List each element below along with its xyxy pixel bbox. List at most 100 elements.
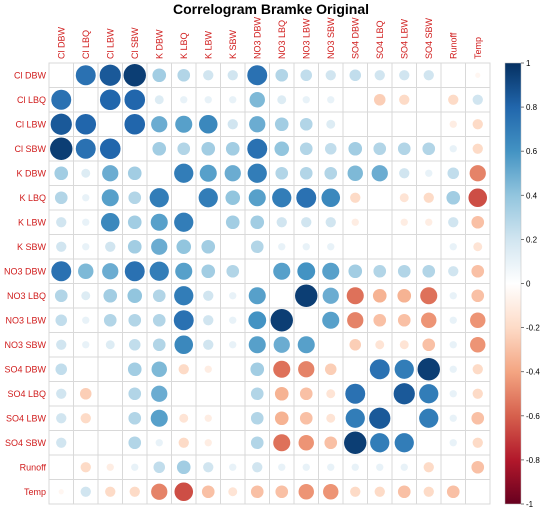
correlation-circle [249,116,266,133]
correlation-circle [301,217,312,228]
correlation-circle [272,188,292,208]
colorbar-tick-label: -1 [526,500,534,509]
correlation-circle [103,313,117,327]
correlation-circle [58,489,64,495]
correlation-circle [175,262,193,280]
correlation-circle [105,340,115,350]
correlation-circle [322,311,340,329]
correlation-circle [102,165,119,182]
correlation-circle [345,383,366,404]
correlation-circle [149,261,169,281]
correlation-circle [473,242,483,252]
colorbar-tick-label: -0.4 [526,368,540,377]
column-label: Cl LBW [105,28,115,59]
correlation-circle [198,188,218,208]
correlation-circle [422,264,436,278]
correlation-circle [449,120,457,128]
correlation-circle [51,89,72,110]
correlation-circle [99,64,121,86]
row-label: Cl LBQ [17,95,46,105]
correlation-circle [300,69,313,82]
correlation-circle [400,218,408,226]
correlation-circle [472,437,483,448]
correlation-circle [296,187,317,208]
correlation-circle [128,338,141,351]
correlation-circle [248,287,266,305]
correlation-circle [180,96,188,104]
column-label: Runoff [448,32,458,59]
correlation-circle [472,364,483,375]
correlation-circle [324,142,337,155]
correlation-circle [449,365,457,373]
correlation-circle [322,287,339,304]
correlation-circle [399,193,409,203]
correlation-circle [471,289,485,303]
correlation-circle [80,413,91,424]
correlation-circle [448,94,459,105]
correlation-circle [51,261,72,282]
colorbar-tick-label: 0.6 [526,147,538,156]
correlation-circle [302,463,310,471]
correlation-circle [201,485,215,499]
correlation-circle [348,141,363,156]
correlation-circle [56,339,67,350]
correlation-circle [275,166,289,180]
correlation-circle [326,119,336,129]
correlation-circle [417,358,440,381]
row-label: NO3 SBW [4,340,46,350]
correlation-circle [227,119,238,130]
colorbar-tick-label: -0.6 [526,412,540,421]
column-label: NO3 LBW [301,18,311,59]
colorbar-tick-label: 0 [526,280,531,289]
correlation-circle [50,137,73,160]
column-label: SO4 SBW [424,17,434,59]
correlation-circle [150,409,168,427]
correlation-circle [449,292,457,300]
correlation-circle [250,436,264,450]
correlation-circle [252,462,263,473]
correlation-circle [248,189,266,207]
row-label: SO4 SBW [5,438,47,448]
correlation-circle [224,165,241,182]
correlation-circle [275,485,289,499]
correlation-circle [177,68,191,82]
correlation-circle [297,336,315,354]
correlation-circle [324,166,338,180]
correlation-circle [174,286,194,306]
correlation-circle [204,96,212,104]
column-label: SO4 LBQ [375,20,385,59]
correlation-circle [149,188,169,208]
correlation-circle [178,364,189,375]
correlation-circle [201,141,216,156]
correlation-circle [203,462,214,473]
correlation-circle [449,316,457,324]
correlation-circle [229,292,237,300]
correlation-circle [152,313,166,327]
correlation-circle [327,463,335,471]
correlation-circle [50,113,72,135]
correlation-circle [154,95,164,105]
correlation-circle [448,217,459,228]
correlation-circle [274,386,289,401]
correlation-circle [373,313,387,327]
correlation-circle [350,192,361,203]
correlation-circle [448,266,459,277]
correlation-circle [152,338,166,352]
correlation-circle [350,486,361,497]
correlation-circle [56,388,67,399]
colorbar-tick-label: -0.2 [526,324,540,333]
correlation-circle [419,408,439,428]
correlation-circle [472,119,483,130]
correlation-circle [152,289,166,303]
correlation-circle [129,486,140,497]
correlation-circle [446,485,460,499]
correlation-circle [174,335,194,355]
correlation-circle [298,435,314,451]
correlation-circle [151,483,168,500]
correlation-circle [322,262,340,280]
colorbar-tick-label: 0.4 [526,191,538,200]
correlation-circle [128,387,142,401]
correlation-circle [81,168,91,178]
correlation-circle [449,341,457,349]
